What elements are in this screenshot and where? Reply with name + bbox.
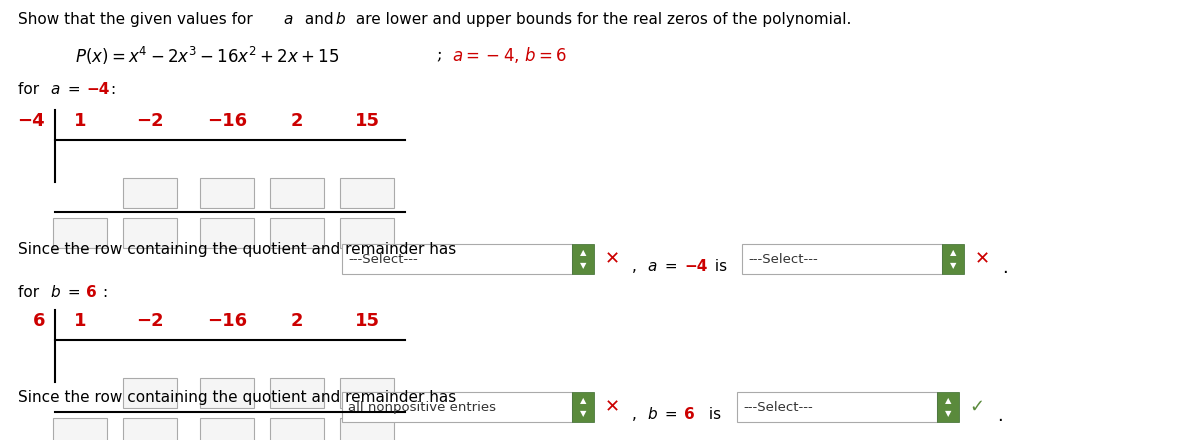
- Text: −4: −4: [17, 112, 46, 130]
- Text: 15: 15: [354, 312, 379, 330]
- FancyBboxPatch shape: [572, 392, 594, 422]
- FancyBboxPatch shape: [742, 244, 942, 274]
- FancyBboxPatch shape: [342, 392, 572, 422]
- FancyBboxPatch shape: [124, 378, 178, 408]
- Text: =: =: [660, 259, 683, 274]
- Text: is: is: [704, 407, 721, 422]
- Text: =: =: [660, 407, 683, 422]
- FancyBboxPatch shape: [270, 218, 324, 248]
- Text: a: a: [283, 12, 293, 27]
- Text: =: =: [64, 82, 85, 97]
- Text: ▼: ▼: [944, 409, 952, 418]
- Text: ▼: ▼: [580, 261, 587, 270]
- FancyBboxPatch shape: [124, 178, 178, 208]
- Text: 1: 1: [73, 112, 86, 130]
- Text: =: =: [64, 285, 85, 300]
- Text: ▲: ▲: [580, 396, 587, 405]
- Text: b: b: [647, 407, 656, 422]
- Text: ▲: ▲: [580, 248, 587, 257]
- Text: a: a: [647, 259, 656, 274]
- Text: b: b: [335, 12, 344, 27]
- Text: for: for: [18, 285, 44, 300]
- Text: 15: 15: [354, 112, 379, 130]
- Text: −16: −16: [206, 312, 247, 330]
- Text: for: for: [18, 82, 44, 97]
- Text: .: .: [997, 407, 1003, 425]
- Text: ✓: ✓: [970, 398, 984, 416]
- Text: ✕: ✕: [605, 398, 619, 416]
- Text: ▲: ▲: [949, 248, 956, 257]
- FancyBboxPatch shape: [270, 378, 324, 408]
- Text: −4: −4: [684, 259, 707, 274]
- FancyBboxPatch shape: [342, 244, 572, 274]
- FancyBboxPatch shape: [737, 392, 937, 422]
- Text: :: :: [110, 82, 115, 97]
- Text: is: is: [710, 259, 727, 274]
- FancyBboxPatch shape: [200, 418, 254, 440]
- Text: .: .: [1002, 259, 1008, 277]
- Text: −2: −2: [136, 312, 164, 330]
- Text: :: :: [102, 285, 107, 300]
- Text: 2: 2: [290, 112, 304, 130]
- FancyBboxPatch shape: [200, 218, 254, 248]
- FancyBboxPatch shape: [124, 418, 178, 440]
- FancyBboxPatch shape: [340, 178, 394, 208]
- Text: 6: 6: [684, 407, 695, 422]
- Text: and: and: [300, 12, 338, 27]
- Text: ,: ,: [632, 407, 642, 422]
- Text: 1: 1: [73, 312, 86, 330]
- Text: Since the row containing the quotient and remainder has: Since the row containing the quotient an…: [18, 242, 456, 257]
- Text: 6: 6: [32, 312, 46, 330]
- Text: ,: ,: [632, 259, 642, 274]
- FancyBboxPatch shape: [572, 244, 594, 274]
- Text: $P(x) = x^4 - 2x^3 - 16x^2 + 2x + 15$: $P(x) = x^4 - 2x^3 - 16x^2 + 2x + 15$: [74, 45, 340, 67]
- FancyBboxPatch shape: [942, 244, 964, 274]
- Text: Since the row containing the quotient and remainder has: Since the row containing the quotient an…: [18, 390, 456, 405]
- FancyBboxPatch shape: [270, 418, 324, 440]
- Text: 6: 6: [86, 285, 97, 300]
- FancyBboxPatch shape: [937, 392, 959, 422]
- FancyBboxPatch shape: [53, 218, 107, 248]
- Text: $a = -4, \, b = 6$: $a = -4, \, b = 6$: [452, 45, 568, 65]
- Text: ✕: ✕: [605, 250, 619, 268]
- FancyBboxPatch shape: [200, 378, 254, 408]
- Text: are lower and upper bounds for the real zeros of the polynomial.: are lower and upper bounds for the real …: [352, 12, 851, 27]
- Text: ;: ;: [437, 45, 454, 62]
- FancyBboxPatch shape: [200, 178, 254, 208]
- Text: all nonpositive entries: all nonpositive entries: [348, 400, 496, 414]
- FancyBboxPatch shape: [270, 178, 324, 208]
- Text: ---Select---: ---Select---: [748, 253, 817, 265]
- Text: ▲: ▲: [944, 396, 952, 405]
- Text: −4: −4: [86, 82, 109, 97]
- Text: ▼: ▼: [949, 261, 956, 270]
- Text: ---Select---: ---Select---: [743, 400, 812, 414]
- FancyBboxPatch shape: [124, 218, 178, 248]
- Text: 2: 2: [290, 312, 304, 330]
- FancyBboxPatch shape: [340, 218, 394, 248]
- Text: ---Select---: ---Select---: [348, 253, 418, 265]
- Text: −16: −16: [206, 112, 247, 130]
- Text: ✕: ✕: [974, 250, 990, 268]
- FancyBboxPatch shape: [340, 378, 394, 408]
- Text: Show that the given values for: Show that the given values for: [18, 12, 258, 27]
- Text: a: a: [50, 82, 59, 97]
- Text: −2: −2: [136, 112, 164, 130]
- Text: ▼: ▼: [580, 409, 587, 418]
- Text: b: b: [50, 285, 60, 300]
- FancyBboxPatch shape: [340, 418, 394, 440]
- FancyBboxPatch shape: [53, 418, 107, 440]
